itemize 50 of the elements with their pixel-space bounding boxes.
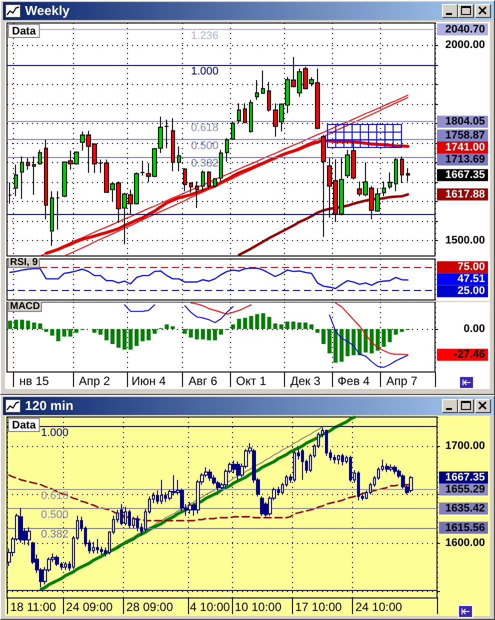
x-tick-label: нв 15 bbox=[19, 374, 50, 388]
x-tick-label: 10 10:00 bbox=[234, 600, 282, 614]
chart-title: Weekly bbox=[25, 3, 70, 19]
annotation: 0.618 bbox=[191, 122, 219, 134]
y-tick-label: 1758.87 bbox=[445, 130, 485, 142]
annotation: 0.500 bbox=[41, 509, 69, 522]
x-tick-label: 24 09:00 bbox=[66, 600, 114, 614]
y-tick-label: 25.00 bbox=[457, 285, 485, 298]
x-tick-label: Окт 1 bbox=[236, 374, 267, 388]
y-tick-label: 1600.00 bbox=[445, 536, 485, 549]
annotation: 1.000 bbox=[41, 427, 69, 440]
annotation: 0.382 bbox=[41, 528, 69, 540]
x-tick-label: Фев 4 bbox=[338, 374, 370, 388]
x-tick-label: Июн 4 bbox=[132, 374, 166, 388]
annotation: 1.000 bbox=[191, 65, 219, 78]
y-tick-label: 1655.29 bbox=[445, 483, 485, 496]
annotation: 0.500 bbox=[191, 140, 219, 152]
y-tick-label: 1667.35 bbox=[445, 169, 485, 182]
y-tick-label: 0.00 bbox=[464, 323, 485, 336]
annotation: 0.618 bbox=[41, 490, 69, 502]
annotation: Data bbox=[12, 420, 37, 432]
annotation: 1.236 bbox=[191, 30, 219, 42]
y-tick-label: 1700.00 bbox=[445, 440, 485, 452]
y-tick-label: 1741.00 bbox=[445, 142, 485, 154]
y-tick-label: -27.46 bbox=[454, 348, 485, 361]
y-tick-label: 1617.88 bbox=[445, 188, 485, 200]
y-tick-label: 1635.42 bbox=[445, 502, 485, 515]
y-tick-label: 1804.05 bbox=[445, 116, 485, 128]
y-tick-label: 1713.69 bbox=[445, 154, 485, 166]
x-tick-label: Авг 6 bbox=[188, 374, 218, 388]
x-tick-label: 4 10:00 bbox=[190, 600, 230, 614]
x-tick-label: 18 11:00 bbox=[10, 600, 56, 614]
x-tick-label: Апр 7 bbox=[386, 374, 418, 388]
x-tick-label: Апр 2 bbox=[78, 374, 110, 388]
x-tick-label: Дек 3 bbox=[290, 374, 321, 388]
x-tick-label: 17 10:00 bbox=[295, 600, 342, 614]
y-tick-label: 1500.00 bbox=[445, 234, 485, 246]
x-tick-label: 28 09:00 bbox=[126, 600, 174, 614]
x-tick-label: 24 10:00 bbox=[355, 600, 402, 614]
annotation: 0.382 bbox=[191, 157, 219, 170]
y-tick-label: 2000.00 bbox=[445, 39, 485, 52]
y-tick-label: 75.00 bbox=[457, 261, 485, 274]
chart-title: RSI, 9 bbox=[10, 257, 38, 268]
annotation: Data bbox=[12, 26, 37, 38]
y-tick-label: 2040.70 bbox=[445, 23, 485, 36]
chart-title: 120 min bbox=[25, 398, 74, 414]
y-tick-label: 1667.35 bbox=[445, 471, 485, 484]
y-tick-label: 1615.56 bbox=[445, 522, 485, 534]
chart-title: MACD bbox=[10, 301, 40, 312]
y-tick-label: 47.51 bbox=[457, 273, 485, 286]
